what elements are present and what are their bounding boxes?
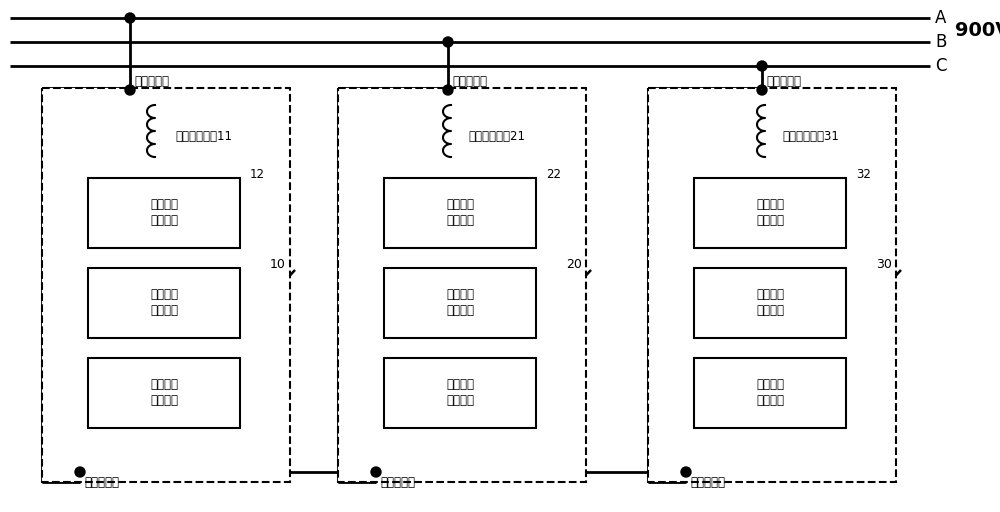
Text: 30: 30: [876, 259, 892, 271]
Text: A: A: [935, 9, 946, 27]
Text: 模块输出端: 模块输出端: [380, 476, 415, 489]
Text: 模块输入端: 模块输入端: [766, 75, 801, 88]
Bar: [42, 88, 290, 482]
Text: 900V AC: 900V AC: [955, 20, 1000, 39]
Bar: [694, 268, 846, 338]
Text: 模块输入端: 模块输入端: [452, 75, 487, 88]
Circle shape: [757, 85, 767, 95]
Bar: [88, 178, 240, 248]
Circle shape: [757, 61, 767, 71]
Circle shape: [681, 467, 691, 477]
Text: 模块输入端: 模块输入端: [134, 75, 169, 88]
Bar: [694, 358, 846, 428]
Circle shape: [371, 467, 381, 477]
Circle shape: [443, 85, 453, 95]
Text: C: C: [935, 57, 946, 75]
Text: 第三相储: 第三相储: [756, 199, 784, 211]
Text: 第二相储: 第二相储: [446, 288, 474, 302]
Text: 第三相储: 第三相储: [756, 378, 784, 392]
Bar: [88, 358, 240, 428]
Text: 第二相储: 第二相储: [446, 378, 474, 392]
Circle shape: [125, 13, 135, 23]
Text: 能子模块: 能子模块: [150, 305, 178, 317]
Circle shape: [443, 37, 453, 47]
Circle shape: [125, 85, 135, 95]
Text: B: B: [935, 33, 946, 51]
Text: 能子模块: 能子模块: [150, 215, 178, 227]
Text: 模块输出端: 模块输出端: [690, 476, 725, 489]
Bar: [88, 268, 240, 338]
Bar: [384, 358, 536, 428]
Bar: [694, 178, 846, 248]
Circle shape: [75, 467, 85, 477]
Text: 第一相储: 第一相储: [150, 378, 178, 392]
Text: 32: 32: [856, 168, 871, 181]
Bar: [338, 88, 586, 482]
Text: 第三相储: 第三相储: [756, 288, 784, 302]
Text: 第一相储: 第一相储: [150, 288, 178, 302]
Text: 第一相储: 第一相储: [150, 199, 178, 211]
Text: 能子模块: 能子模块: [756, 215, 784, 227]
Text: 20: 20: [566, 259, 582, 271]
Text: 22: 22: [546, 168, 561, 181]
Bar: [648, 88, 896, 482]
Text: 能子模块: 能子模块: [446, 305, 474, 317]
Text: 第一滤波装网11: 第一滤波装网11: [175, 131, 232, 143]
Text: 能子模块: 能子模块: [756, 395, 784, 408]
Text: 能子模块: 能子模块: [150, 395, 178, 408]
Text: 10: 10: [270, 259, 286, 271]
Text: 第二滤波装网21: 第二滤波装网21: [468, 131, 525, 143]
Text: 能子模块: 能子模块: [446, 215, 474, 227]
Text: 第二相储: 第二相储: [446, 199, 474, 211]
Bar: [384, 178, 536, 248]
Text: 能子模块: 能子模块: [756, 305, 784, 317]
Text: 能子模块: 能子模块: [446, 395, 474, 408]
Text: 12: 12: [250, 168, 265, 181]
Text: 第一滤波装网31: 第一滤波装网31: [782, 131, 839, 143]
Text: 模块输出端: 模块输出端: [84, 476, 119, 489]
Bar: [384, 268, 536, 338]
